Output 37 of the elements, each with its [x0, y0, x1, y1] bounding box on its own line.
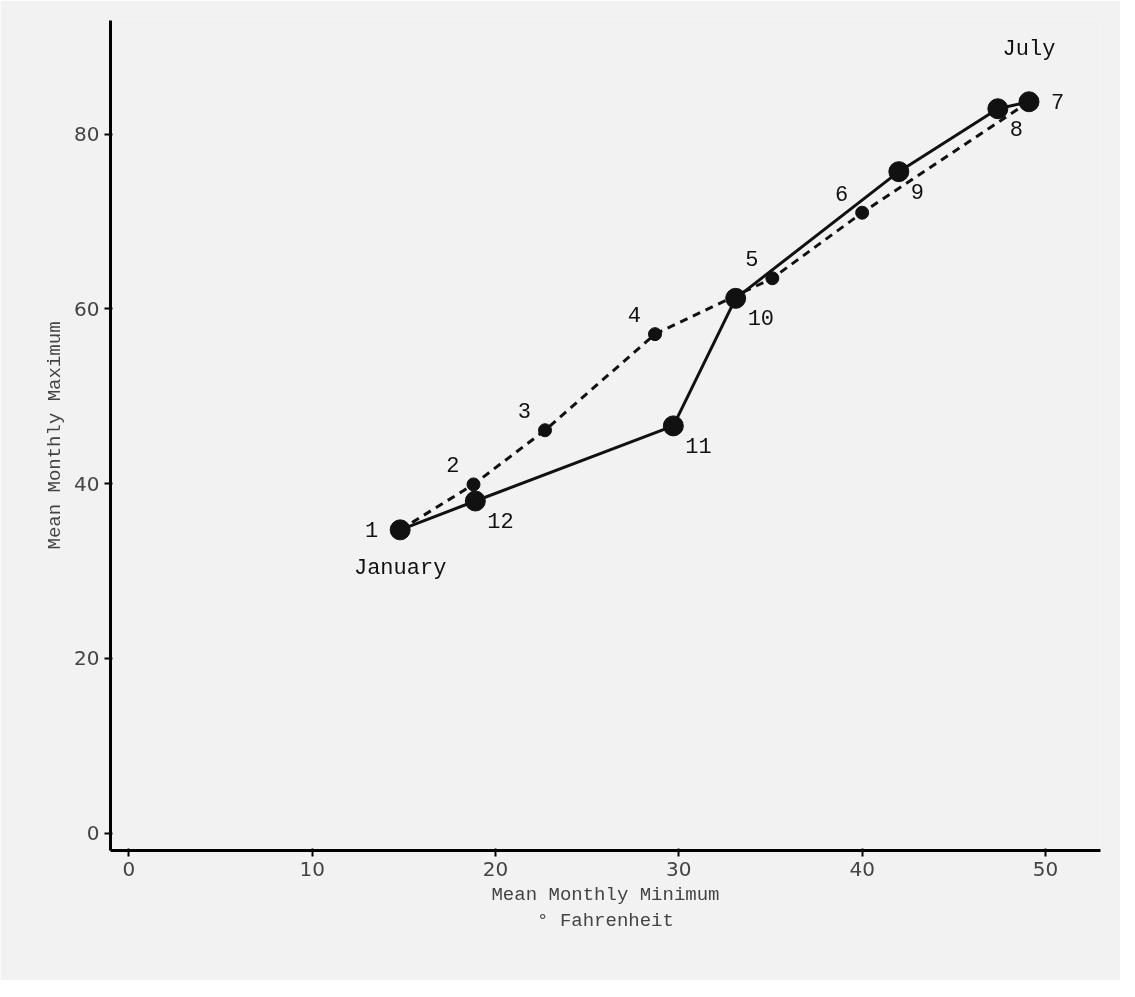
annotation: 10 — [747, 307, 775, 333]
x-tick-label: 10 — [299, 856, 325, 881]
y-tick-label: 80 — [74, 122, 100, 147]
annotation: 4 — [627, 304, 641, 330]
annotation: 9 — [910, 180, 925, 206]
annotation: 3 — [517, 400, 531, 426]
point — [855, 205, 870, 220]
x-tick-label: 20 — [482, 856, 509, 881]
point — [466, 477, 481, 492]
x-tick-label: 50 — [1032, 856, 1059, 881]
annotation: 1 — [364, 519, 379, 545]
point — [987, 98, 1009, 120]
y-tick-label: 40 — [74, 471, 100, 496]
x-tick-label: 40 — [849, 856, 875, 881]
x-tick-label: 30 — [666, 856, 692, 881]
y-axis-title: Mean Monthly Maximum — [44, 321, 67, 550]
annotation: 2 — [446, 454, 460, 480]
annotation: 8 — [1009, 117, 1024, 143]
x-axis-title: Mean Monthly Minimum ° Fahrenheit — [491, 883, 720, 932]
annotation: January — [353, 555, 447, 581]
point — [464, 490, 486, 512]
annotation: 5 — [745, 248, 759, 274]
annotation: 11 — [685, 434, 712, 460]
y-tick-label: 20 — [74, 646, 100, 671]
point — [648, 327, 662, 342]
point — [662, 415, 684, 437]
y-tick-label: 0 — [86, 821, 100, 846]
point — [888, 161, 910, 183]
point — [765, 271, 780, 286]
point — [725, 287, 747, 309]
point — [538, 423, 552, 438]
x-tick-label: 0 — [122, 856, 136, 881]
annotation: 12 — [487, 510, 514, 536]
annotation: July — [1002, 36, 1056, 62]
annotation: 7 — [1051, 91, 1065, 117]
annotation: 6 — [834, 182, 849, 208]
y-tick-label: 60 — [74, 296, 100, 321]
